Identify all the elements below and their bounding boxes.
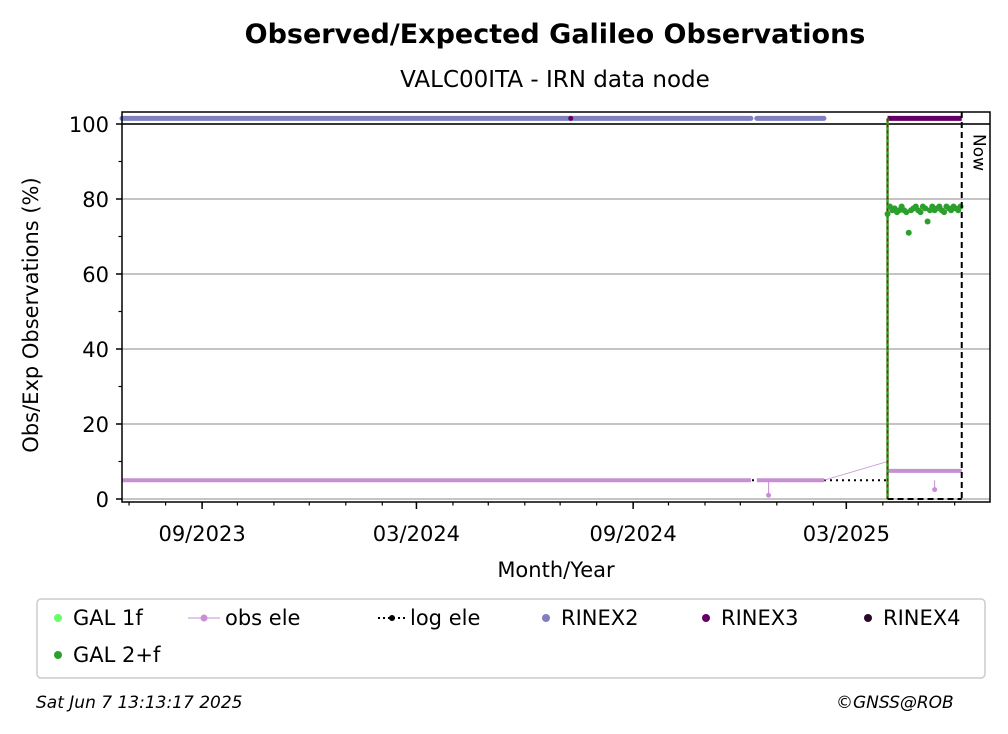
legend-marker-dot — [542, 614, 550, 622]
gal-2f-point — [917, 209, 924, 216]
y-tick-label: 100 — [69, 113, 109, 137]
legend-item-rinex3: RINEX3 — [702, 606, 799, 630]
obs-ele-dip-point — [766, 492, 772, 498]
legend-label: log ele — [410, 606, 480, 630]
obs-ele-dip-point — [932, 487, 938, 493]
grid-lines — [122, 123, 990, 500]
legend-marker-dot — [54, 614, 62, 622]
legend-label: RINEX2 — [561, 606, 639, 630]
legend-marker-dot — [389, 615, 395, 621]
gal-2f-point — [924, 218, 931, 225]
gal-2f-point — [884, 211, 891, 217]
axes: 0 20 40 60 80 100 09/2023 03/2024 09/2024 03/2025 — [69, 113, 956, 546]
x-axis-label: Month/Year — [497, 558, 615, 582]
legend-marker-dot — [200, 614, 208, 622]
legend-label: GAL 1f — [73, 606, 143, 630]
legend-label: RINEX4 — [883, 606, 961, 630]
timestamp: Sat Jun 7 13:13:17 2025 — [36, 693, 243, 713]
chart-marks: Now — [119, 112, 990, 502]
y-axis-label: Obs/Exp Observations (%) — [19, 177, 43, 452]
legend-item-obs-ele: obs ele — [188, 606, 300, 630]
x-tick-label: 09/2024 — [590, 522, 677, 546]
y-tick-label: 40 — [82, 338, 109, 362]
y-tick-label: 0 — [96, 488, 109, 512]
x-tick-label: 03/2025 — [803, 522, 890, 546]
legend: GAL 1f obs ele log ele RINEX2 RINEX3 RINEX4 GA… — [36, 598, 986, 679]
x-tick-label: 03/2024 — [373, 522, 460, 546]
legend-frame — [36, 598, 986, 679]
gal-2f-point — [903, 209, 910, 216]
now-label: Now — [969, 134, 989, 171]
legend-marker-dot — [702, 614, 710, 622]
legend-item-rinex2: RINEX2 — [542, 606, 639, 630]
y-tick-label: 20 — [82, 413, 109, 437]
obs-ele-connector — [823, 461, 888, 481]
y-tick-label: 80 — [82, 188, 109, 212]
rinex3-point — [568, 115, 574, 121]
plot-frame — [121, 111, 991, 503]
chart-subtitle: VALC00ITA - IRN data node — [400, 67, 710, 93]
chart-title: Observed/Expected Galileo Observations — [245, 19, 866, 50]
credit: ©GNSS@ROB — [836, 693, 954, 713]
legend-item-log-ele: log ele — [378, 606, 480, 630]
legend-marker-dot — [54, 651, 62, 659]
legend-label: GAL 2+f — [73, 643, 161, 667]
gal-2f-point — [905, 229, 912, 236]
legend-label: obs ele — [225, 606, 300, 630]
y-tick-label: 60 — [82, 263, 109, 287]
x-tick-label: 09/2023 — [158, 522, 245, 546]
legend-label: RINEX3 — [721, 606, 799, 630]
gal-2f-point — [941, 209, 948, 216]
legend-marker-dot — [864, 614, 872, 622]
gal-2f-point — [922, 205, 929, 212]
legend-item-rinex4: RINEX4 — [864, 606, 961, 630]
legend-item-gal-2-f: GAL 2+f — [54, 643, 161, 667]
legend-item-gal-1f: GAL 1f — [54, 606, 143, 630]
